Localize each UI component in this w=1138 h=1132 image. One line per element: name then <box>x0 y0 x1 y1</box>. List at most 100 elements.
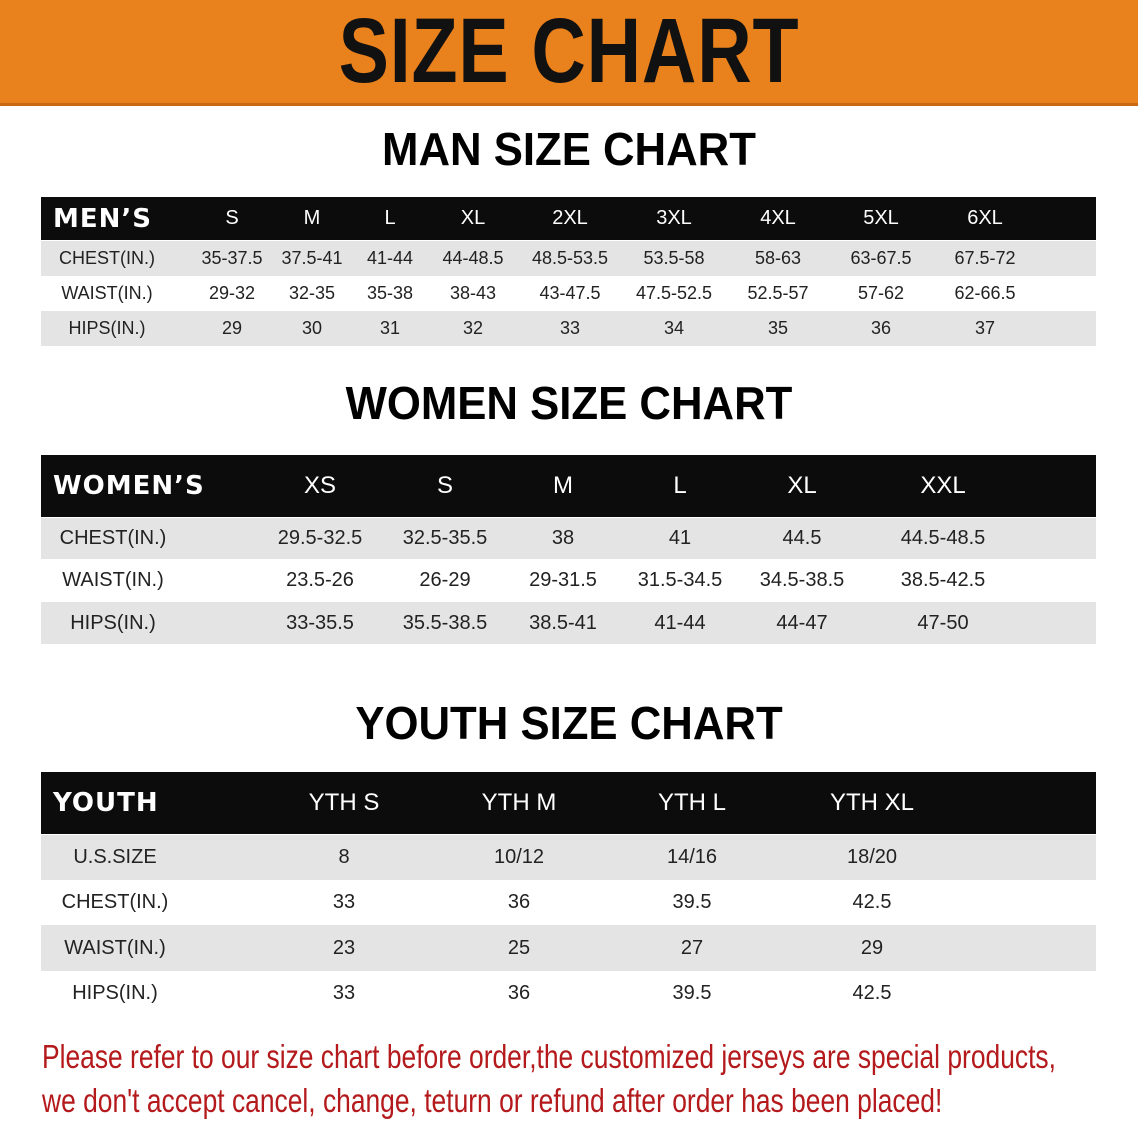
measurement-value: 53.5-58 <box>643 248 705 268</box>
measurement-value: 31.5-34.5 <box>637 569 723 591</box>
size-header-cell: L <box>384 207 396 229</box>
table-row: CHEST(IN.) 29.5-32.5 32.5-35.5 38 41 44.5 44.5… <box>41 518 1096 559</box>
table-title-cell: MEN’S <box>53 203 152 234</box>
women-section-title: WOMEN SIZE CHART <box>345 377 793 429</box>
measurement-label: HIPS(IN.) <box>68 318 146 338</box>
measurement-label: HIPS(IN.) <box>72 982 158 1004</box>
measurement-value: 36 <box>507 982 531 1004</box>
measurement-label: WAIST(IN.) <box>61 283 153 303</box>
notice-line-2: we don't accept cancel, change, teturn o… <box>42 1082 943 1119</box>
size-header-cell: XS <box>303 472 336 499</box>
men-size-table: MEN’S S M L XL 2XL 3XL 4XL 5XL 6XL CHEST(IN.) 35-37… <box>41 197 1096 346</box>
measurement-value: 33 <box>332 982 356 1004</box>
men-section-title: MAN SIZE CHART <box>382 123 756 175</box>
measurement-value: 58-63 <box>754 248 802 268</box>
measurement-value: 26-29 <box>419 569 471 591</box>
measurement-value: 42.5 <box>852 891 892 913</box>
measurement-value: 47-50 <box>917 611 969 634</box>
measurement-value: 36 <box>870 318 892 338</box>
measurement-value: 52.5-57 <box>747 283 809 303</box>
measurement-value: 57-62 <box>857 283 905 303</box>
size-header-cell: XL <box>460 207 486 229</box>
measurement-value: 41-44 <box>366 248 414 268</box>
measurement-value: 32 <box>462 318 484 338</box>
measurement-value: 31 <box>379 318 401 338</box>
measurement-value: 38.5-42.5 <box>900 569 986 591</box>
measurement-value: 44.5-48.5 <box>900 527 986 549</box>
measurement-value: 36 <box>507 891 531 913</box>
size-header-cell: XXL <box>920 472 966 499</box>
size-header-cell: 2XL <box>552 207 588 229</box>
table-row: HIPS(IN.) 29 30 31 32 33 34 35 36 37 <box>41 311 1096 346</box>
measurement-value: 62-66.5 <box>954 283 1016 303</box>
measurement-value: 33 <box>559 318 581 338</box>
measurement-value: 35-37.5 <box>201 248 263 268</box>
measurement-value: 47.5-52.5 <box>635 283 713 303</box>
measurement-label: HIPS(IN.) <box>70 611 156 634</box>
size-header-cell: M <box>553 472 573 499</box>
size-header-cell: 6XL <box>967 207 1003 229</box>
size-header-cell: 3XL <box>656 207 692 229</box>
measurement-label: CHEST(IN.) <box>59 248 155 268</box>
measurement-value: 38-43 <box>449 283 497 303</box>
measurement-label: CHEST(IN.) <box>61 891 169 913</box>
table-row: CHEST(IN.) 35-37.5 37.5-41 41-44 44-48.5 48.5… <box>41 241 1096 276</box>
table-title-cell: YOUTH <box>53 788 159 818</box>
table-title-cell: WOMEN’S <box>53 471 205 501</box>
measurement-label: WAIST(IN.) <box>64 936 166 959</box>
table-row: WAIST(IN.) 23.5-26 26-29 29-31.5 31.5-34.5 34… <box>41 559 1096 602</box>
size-header-cell: YTH XL <box>829 789 915 816</box>
table-row: WAIST(IN.) 29-32 32-35 35-38 38-43 43-47.5 47.… <box>41 276 1096 311</box>
youth-size-table: YOUTH YTH S YTH M YTH L YTH XL U.S.SIZE 8 10/12… <box>41 772 1096 1016</box>
size-header-cell: L <box>673 472 687 499</box>
size-header-cell: 5XL <box>863 207 899 229</box>
size-chart-banner: SIZE CHART <box>0 0 1138 106</box>
measurement-value: 34.5-38.5 <box>759 569 845 591</box>
measurement-value: 41 <box>668 527 692 549</box>
size-header-cell: S <box>436 472 453 499</box>
measurement-value: 39.5 <box>672 891 712 913</box>
measurement-value: 29.5-32.5 <box>277 527 363 549</box>
measurement-value: 25 <box>507 936 531 959</box>
measurement-value: 44-48.5 <box>442 248 504 268</box>
measurement-value: 39.5 <box>672 982 712 1004</box>
measurement-value: 29 <box>860 936 884 959</box>
measurement-value: 27 <box>680 936 704 959</box>
size-header-cell: S <box>225 207 239 229</box>
size-header-cell: YTH M <box>481 789 557 816</box>
measurement-value: 10/12 <box>493 846 545 868</box>
measurement-value: 35 <box>767 318 789 338</box>
measurement-value: 37 <box>974 318 996 338</box>
women-size-table: WOMEN’S XS S M L XL XXL CHEST(IN.) 29.5-32.5 32.5… <box>41 455 1096 644</box>
youth-section-title: YOUTH SIZE CHART <box>355 697 783 749</box>
measurement-value: 38.5-41 <box>529 611 597 634</box>
table-header-row: WOMEN’S XS S M L XL XXL <box>41 455 1096 517</box>
measurement-value: 35-38 <box>366 283 414 303</box>
size-header-cell: YTH S <box>308 789 380 816</box>
table-header-row: MEN’S S M L XL 2XL 3XL 4XL 5XL 6XL <box>41 197 1096 240</box>
measurement-value: 63-67.5 <box>850 248 912 268</box>
measurement-value: 33 <box>332 891 356 913</box>
notice-line-1: Please refer to our size chart before or… <box>42 1038 1056 1075</box>
measurement-label: CHEST(IN.) <box>59 527 167 549</box>
measurement-value: 23 <box>332 936 356 959</box>
size-header-cell: XL <box>787 472 817 499</box>
measurement-value: 41-44 <box>654 611 706 634</box>
measurement-value: 42.5 <box>852 982 892 1004</box>
size-header-cell: 4XL <box>760 207 796 229</box>
table-row: CHEST(IN.) 33 36 39.5 42.5 <box>41 880 1096 925</box>
measurement-value: 37.5-41 <box>281 248 343 268</box>
measurement-value: 35.5-38.5 <box>402 611 488 634</box>
measurement-value: 43-47.5 <box>539 283 601 303</box>
measurement-value: 34 <box>663 318 685 338</box>
measurement-value: 18/20 <box>846 846 898 868</box>
measurement-value: 38 <box>551 527 575 549</box>
measurement-value: 48.5-53.5 <box>531 248 609 268</box>
measurement-value: 29-31.5 <box>529 569 597 591</box>
measurement-value: 67.5-72 <box>954 248 1016 268</box>
measurement-value: 29 <box>221 318 243 338</box>
measurement-value: 30 <box>301 318 323 338</box>
measurement-value: 23.5-26 <box>286 569 354 591</box>
table-row: WAIST(IN.) 23 25 27 29 <box>41 925 1096 971</box>
table-row: HIPS(IN.) 33-35.5 35.5-38.5 38.5-41 41-44 44-… <box>41 602 1096 644</box>
